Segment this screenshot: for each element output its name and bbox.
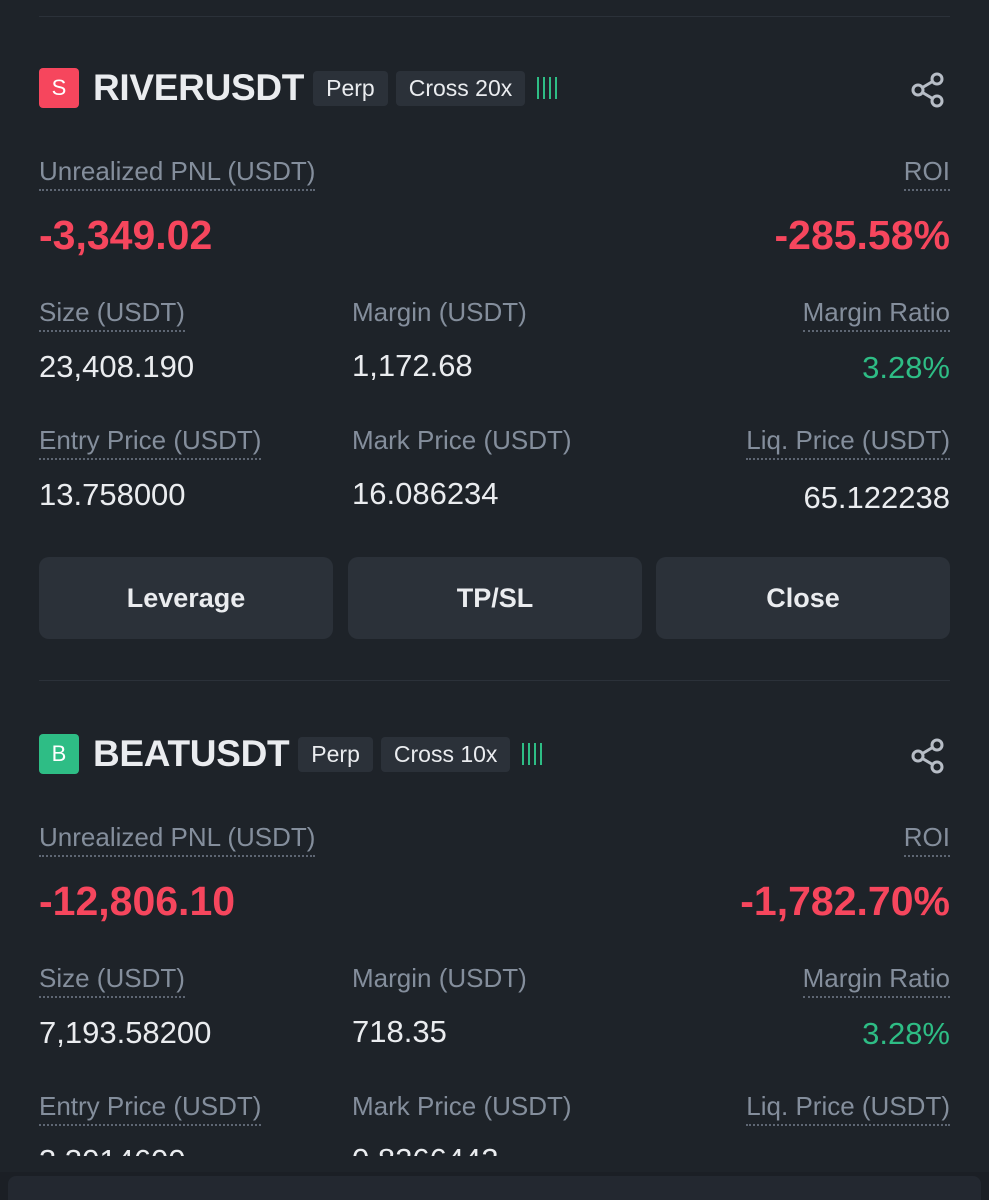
mark-price-value: 0.8266442: [352, 1142, 499, 1156]
margin-value: 1,172.68: [352, 348, 473, 383]
position-header: S RIVERUSDT Perp Cross 20x: [39, 67, 558, 108]
unrealized-pnl-value: -12,806.10: [39, 878, 236, 924]
margin-mode-tag[interactable]: Cross 20x: [395, 70, 526, 106]
margin-label: Margin (USDT): [352, 963, 527, 993]
unrealized-pnl-value: -3,349.02: [39, 212, 213, 258]
liq-price-label[interactable]: Liq. Price (USDT): [746, 423, 950, 460]
adl-indicator-icon: [522, 743, 543, 765]
margin-ratio-value: 3.28%: [862, 1016, 950, 1051]
entry-price-value: 13.758000: [39, 477, 186, 512]
close-button[interactable]: Close: [656, 557, 950, 639]
margin-ratio-value: 3.28%: [862, 350, 950, 385]
size-label[interactable]: Size (USDT): [39, 961, 185, 998]
unrealized-pnl-label[interactable]: Unrealized PNL (USDT): [39, 820, 316, 857]
position-header: B BEATUSDT Perp Cross 10x: [39, 733, 543, 774]
side-badge-buy: B: [39, 734, 79, 774]
share-icon[interactable]: [908, 736, 948, 776]
position-card-beatusdt: B BEATUSDT Perp Cross 10x Unrealized PNL…: [39, 726, 950, 1156]
top-divider: [39, 16, 950, 17]
margin-ratio-label[interactable]: Margin Ratio: [802, 961, 950, 998]
mark-price-value: 16.086234: [352, 476, 499, 511]
contract-type-tag: Perp: [313, 70, 388, 106]
entry-price-value: 3.3014600: [39, 1143, 186, 1156]
margin-mode-tag[interactable]: Cross 10x: [380, 736, 511, 772]
adl-indicator-icon: [537, 77, 558, 99]
contract-type-tag: Perp: [298, 736, 373, 772]
entry-price-label[interactable]: Entry Price (USDT): [39, 1089, 262, 1126]
size-label[interactable]: Size (USDT): [39, 295, 185, 332]
symbol-name[interactable]: RIVERUSDT: [93, 67, 305, 108]
entry-price-label[interactable]: Entry Price (USDT): [39, 423, 262, 460]
symbol-name[interactable]: BEATUSDT: [93, 733, 290, 774]
liq-price-label[interactable]: Liq. Price (USDT): [746, 1089, 950, 1126]
bottom-sheet-edge: [0, 1172, 989, 1200]
liq-price-value: 65.122238: [803, 480, 950, 515]
unrealized-pnl-label[interactable]: Unrealized PNL (USDT): [39, 154, 316, 191]
margin-label: Margin (USDT): [352, 297, 527, 327]
leverage-button[interactable]: Leverage: [39, 557, 333, 639]
roi-value: -285.58%: [774, 212, 950, 258]
mark-price-label: Mark Price (USDT): [352, 1091, 572, 1121]
margin-value: 718.35: [352, 1014, 447, 1049]
roi-value: -1,782.70%: [740, 878, 950, 924]
card-divider: [39, 680, 950, 681]
tpsl-button[interactable]: TP/SL: [348, 557, 642, 639]
size-value: 7,193.58200: [39, 1015, 212, 1050]
roi-label[interactable]: ROI: [903, 820, 950, 857]
margin-ratio-label[interactable]: Margin Ratio: [802, 295, 950, 332]
position-card-riverusdt: S RIVERUSDT Perp Cross 20x Unrealized PN…: [39, 60, 950, 681]
roi-label[interactable]: ROI: [903, 154, 950, 191]
mark-price-label: Mark Price (USDT): [352, 425, 572, 455]
side-badge-sell: S: [39, 68, 79, 108]
size-value: 23,408.190: [39, 349, 195, 384]
share-icon[interactable]: [908, 70, 948, 110]
